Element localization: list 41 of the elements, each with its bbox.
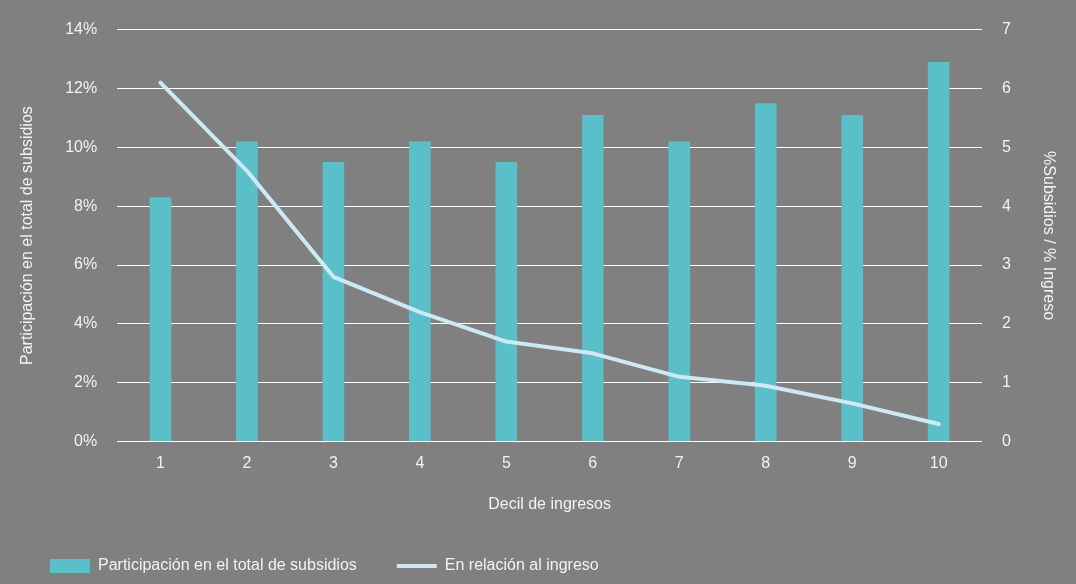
x-tick-label: 7 [674,453,684,471]
bar [495,162,518,442]
bar [841,114,864,442]
y2-tick-label: 3 [1001,255,1011,273]
bar [927,61,950,442]
bar [322,162,345,442]
y2-tick-label: 7 [1001,20,1011,38]
y2-tick-label: 5 [1001,137,1011,155]
x-tick-label: 4 [415,453,425,471]
x-tick-label: 5 [501,453,511,471]
y-tick-label: 6% [74,255,98,273]
x-tick-label: 3 [328,453,338,471]
y2-tick-label: 0 [1001,432,1011,450]
x-tick-label: 10 [929,453,948,471]
y-axis-title: Participación en el total de subsidios [18,106,36,366]
y-tick-label: 8% [74,196,98,214]
x-tick-label: 9 [847,453,857,471]
y-tick-label: 12% [65,78,98,96]
legend-label: En relación al ingreso [444,556,599,574]
y-tick-label: 2% [74,373,98,391]
bar [668,141,691,442]
y2-tick-label: 4 [1001,196,1011,214]
bar [236,141,258,442]
x-axis-title: Decil de ingresos [488,494,611,512]
y-tick-label: 14% [65,20,98,38]
y2-tick-label: 1 [1001,373,1011,391]
bar [149,197,172,442]
y2-axis-title: %Subsidios / % Ingreso [1040,151,1058,321]
y-tick-label: 10% [65,137,98,155]
y-tick-label: 4% [74,314,98,332]
legend-label: Participación en el total de subsidios [98,556,357,574]
x-tick-label: 2 [242,453,252,471]
x-tick-label: 1 [156,453,165,471]
bar [409,141,431,442]
bar [581,114,604,442]
y2-tick-label: 2 [1001,314,1011,332]
x-tick-label: 6 [588,453,598,471]
x-tick-label: 8 [761,453,771,471]
bar [754,103,777,442]
y2-tick-label: 6 [1001,78,1011,96]
y-tick-label: 0% [74,432,98,450]
